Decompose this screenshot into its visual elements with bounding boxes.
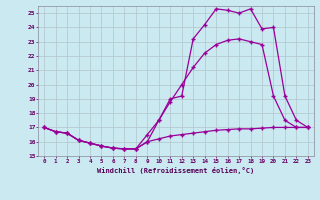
X-axis label: Windchill (Refroidissement éolien,°C): Windchill (Refroidissement éolien,°C) (97, 167, 255, 174)
